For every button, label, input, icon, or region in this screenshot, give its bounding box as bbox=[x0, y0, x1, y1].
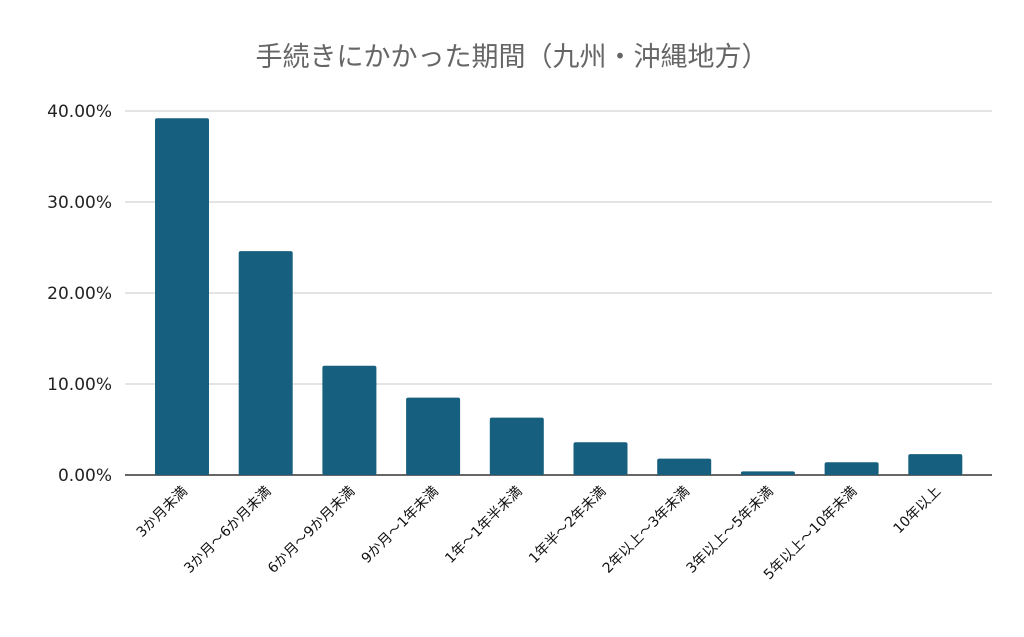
bar bbox=[908, 454, 963, 475]
y-tick-label: 20.00% bbox=[47, 284, 112, 304]
y-tick-label: 30.00% bbox=[47, 193, 112, 213]
chart-title: 手続きにかかった期間（九州・沖縄地方） bbox=[256, 42, 769, 73]
bar bbox=[573, 442, 628, 475]
bar bbox=[322, 365, 377, 475]
y-tick-label: 0.00% bbox=[58, 466, 112, 486]
y-tick-label: 40.00% bbox=[47, 102, 112, 122]
bar bbox=[740, 471, 795, 475]
x-tick-label: 2年以上～3年未満 bbox=[600, 484, 693, 577]
x-tick-label: 6か月～9か月未満 bbox=[265, 484, 358, 577]
bar bbox=[489, 417, 544, 475]
bar bbox=[824, 462, 879, 475]
x-tick-label: 1年半～2年未満 bbox=[526, 484, 609, 567]
x-tick-label: 3か月未満 bbox=[134, 484, 191, 541]
x-tick-label: 3か月～6か月未満 bbox=[181, 484, 274, 577]
x-tick-label: 3年以上～5年未満 bbox=[684, 484, 777, 577]
bar bbox=[657, 458, 712, 475]
x-tick-label: 1年～1年半未満 bbox=[442, 484, 525, 567]
x-tick-label: 9か月～1年未満 bbox=[359, 484, 442, 567]
x-tick-label: 5年以上～10年未満 bbox=[761, 484, 861, 584]
x-tick-label: 10年以上 bbox=[891, 484, 945, 538]
bar bbox=[238, 251, 293, 475]
bar bbox=[406, 397, 461, 475]
bar bbox=[155, 118, 209, 475]
y-tick-label: 10.00% bbox=[47, 375, 112, 395]
